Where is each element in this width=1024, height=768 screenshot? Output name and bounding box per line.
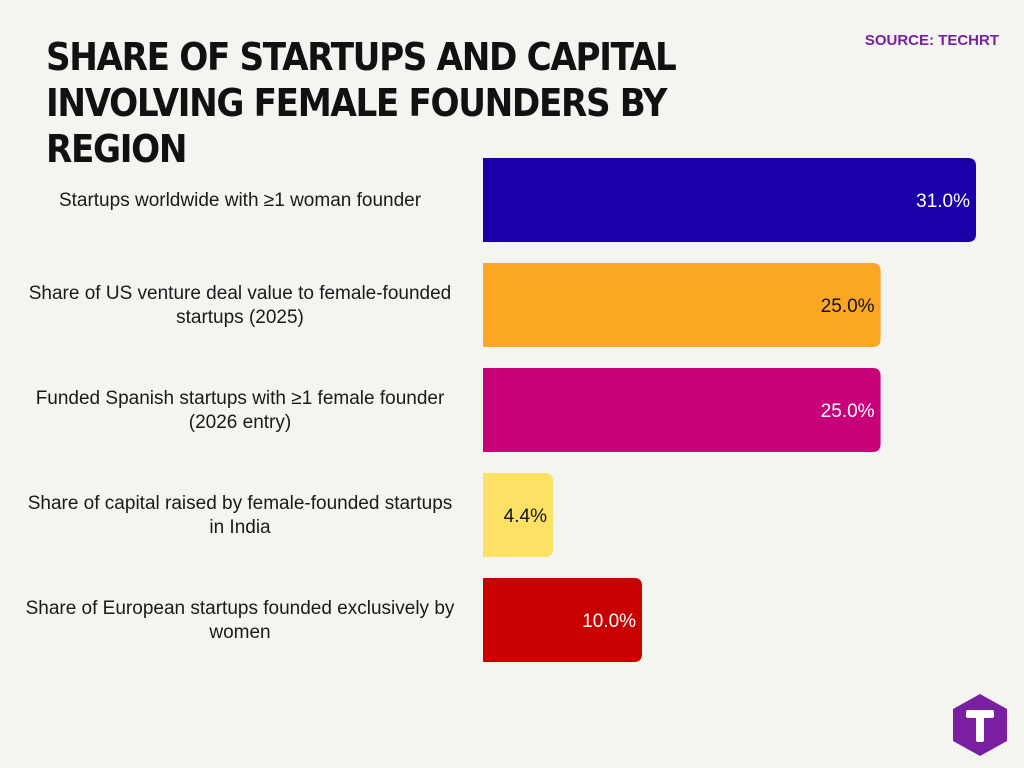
bar-1 xyxy=(483,158,976,242)
value-label-3: 25.0% xyxy=(821,401,875,422)
value-label-1: 31.0% xyxy=(916,191,970,212)
bar-4 xyxy=(483,473,553,557)
category-label-4: Share of capital raised by female-founde… xyxy=(28,493,453,538)
source-label: SOURCE: TECHRT xyxy=(864,32,999,49)
category-label-3: Funded Spanish startups with ≥1 female f… xyxy=(36,388,445,433)
value-label-4: 4.4% xyxy=(504,506,547,527)
value-label-5: 10.0% xyxy=(582,611,636,632)
bar-3 xyxy=(483,368,881,452)
value-label-2: 25.0% xyxy=(821,296,875,317)
category-label-2: Share of US venture deal value to female… xyxy=(29,283,452,328)
bar-2 xyxy=(483,263,881,347)
techrt-t-logo-icon xyxy=(953,694,1007,756)
category-label-1: Startups worldwide with ≥1 woman founder xyxy=(59,190,422,211)
bar-5 xyxy=(483,578,643,662)
category-label-5: Share of European startups founded exclu… xyxy=(26,598,455,643)
chart-title: SHARE OF STARTUPS AND CAPITAL INVOLVING … xyxy=(46,35,677,171)
